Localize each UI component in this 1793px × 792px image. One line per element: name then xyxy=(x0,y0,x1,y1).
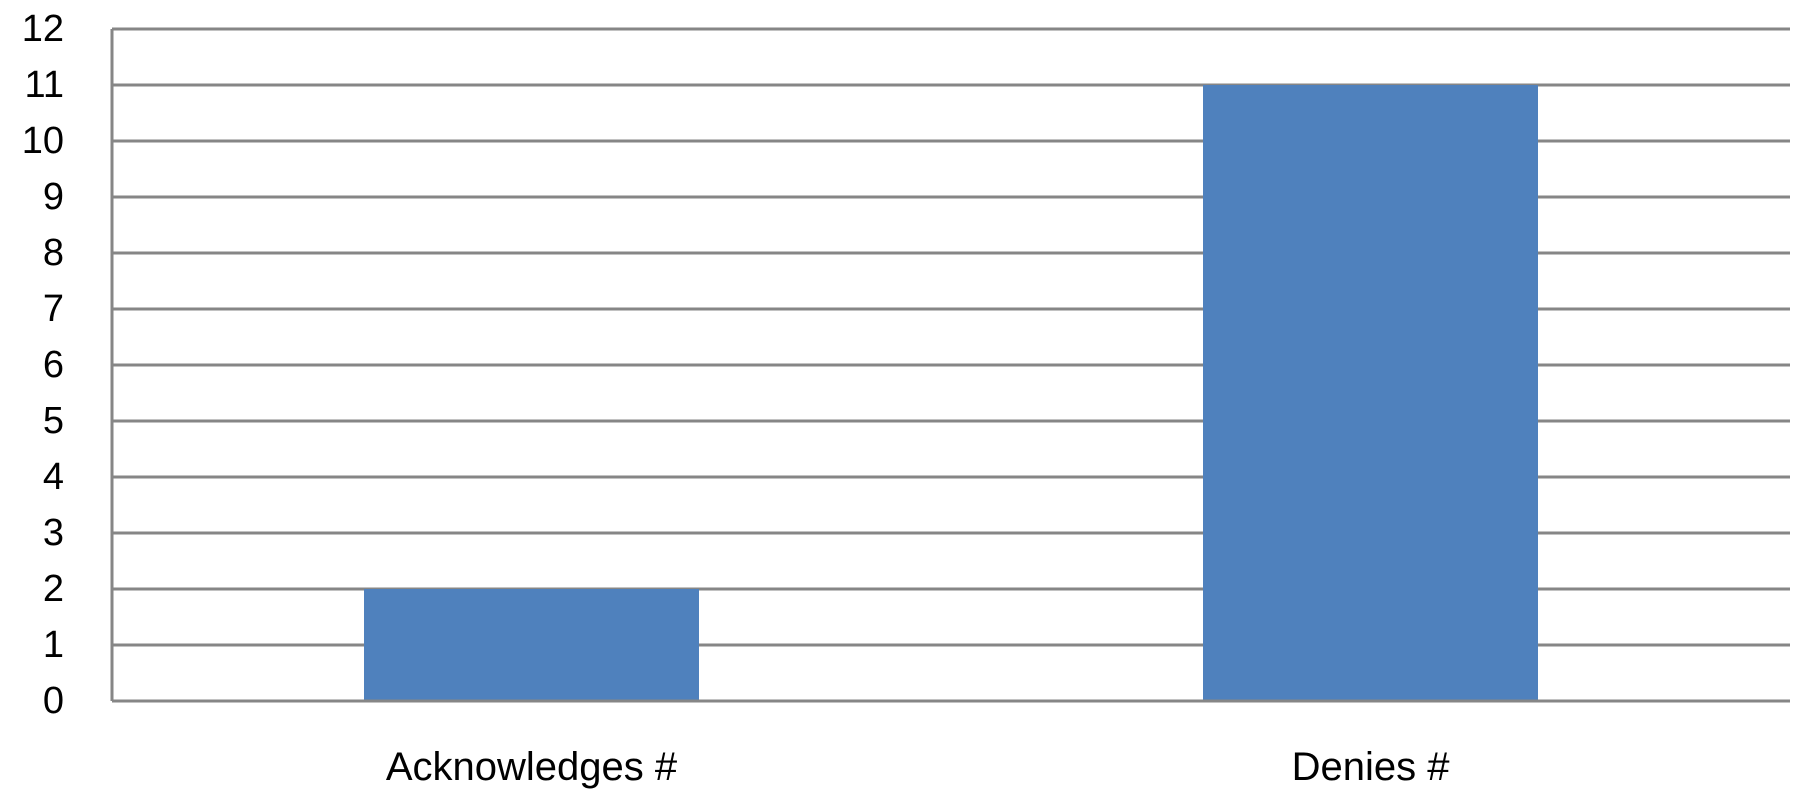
bar-denies xyxy=(1203,85,1538,701)
x-category-label: Denies # xyxy=(1292,745,1451,789)
axes xyxy=(110,29,1790,703)
y-tick-label: 4 xyxy=(43,456,64,498)
y-tick-label: 0 xyxy=(43,680,64,722)
y-tick-label: 5 xyxy=(43,400,64,442)
gridlines xyxy=(112,27,1790,647)
y-tick-label: 9 xyxy=(43,176,64,218)
y-tick-label: 3 xyxy=(43,512,64,554)
y-tick-label: 11 xyxy=(25,64,64,106)
y-tick-label: 10 xyxy=(22,120,64,162)
x-category-labels: Acknowledges # Denies # xyxy=(386,745,1450,789)
y-tick-label: 12 xyxy=(22,8,64,50)
bar-acknowledges xyxy=(364,589,699,701)
y-tick-label: 2 xyxy=(43,568,64,610)
y-tick-label: 6 xyxy=(43,344,64,386)
bars xyxy=(364,85,1538,701)
y-tick-label: 1 xyxy=(43,624,64,666)
x-category-label: Acknowledges # xyxy=(386,745,678,789)
y-tick-label: 8 xyxy=(43,232,64,274)
y-tick-label: 7 xyxy=(43,288,64,330)
